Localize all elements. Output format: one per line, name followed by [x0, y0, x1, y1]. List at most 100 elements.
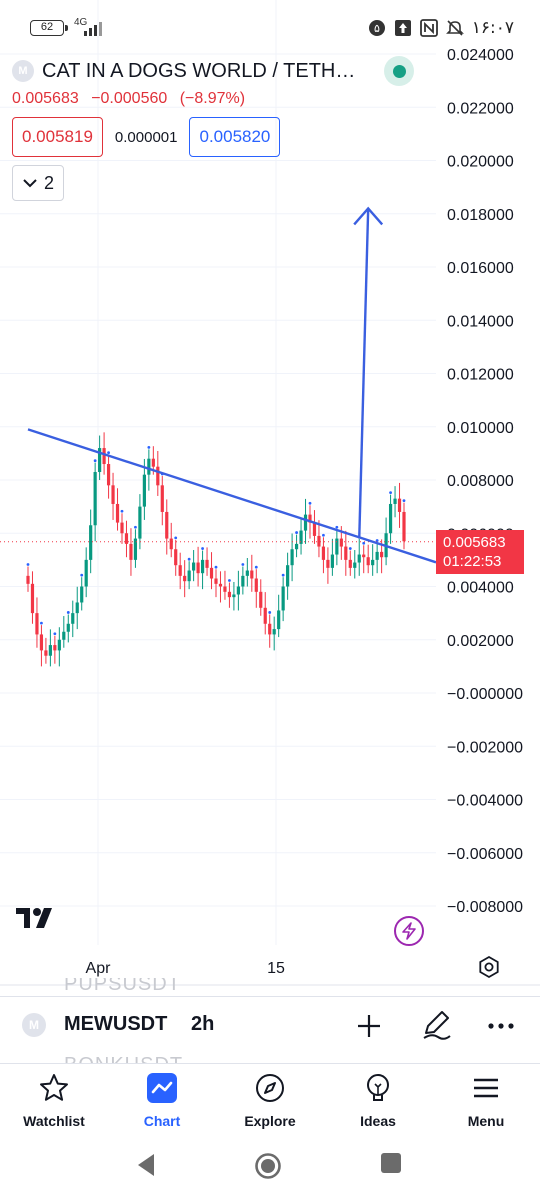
candle-body: [93, 472, 97, 526]
candle-body: [294, 543, 299, 550]
candle-marker: [53, 632, 57, 636]
candle-marker: [254, 565, 258, 569]
last-price: 0.005683: [12, 90, 79, 107]
candle-body: [156, 466, 160, 486]
candle-body: [151, 458, 155, 467]
time-axis-label: 15: [267, 960, 285, 977]
clock: ۱۶:۰۷: [471, 18, 514, 38]
price-axis-label: 0.020000: [447, 154, 514, 171]
candle-body: [66, 623, 70, 632]
back-icon[interactable]: [134, 1152, 158, 1178]
candle-body: [388, 503, 393, 534]
candle-body: [362, 554, 366, 558]
price-axis: 0.024000 0.022000 0.020000 0.018000 0.016000…: [447, 47, 523, 916]
candle-marker: [268, 611, 272, 614]
candle-body: [57, 639, 61, 651]
nav-watchlist[interactable]: Watchlist: [0, 1064, 108, 1139]
candle-body: [357, 554, 361, 563]
candle-body: [250, 570, 254, 579]
plus-icon[interactable]: [354, 1011, 384, 1041]
candles: [26, 432, 406, 667]
candle-marker: [66, 611, 70, 614]
price-axis-label: 0.002000: [447, 633, 514, 650]
network-type: 4G: [74, 17, 88, 28]
candle-marker: [308, 501, 312, 505]
candle-body: [165, 511, 169, 539]
candle-body: [111, 485, 115, 504]
candle-marker: [107, 451, 110, 455]
star-icon: [40, 1074, 68, 1101]
symbol-title[interactable]: CAT IN A DOGS WORLD / TETH…: [42, 59, 356, 82]
candle-body: [348, 559, 352, 568]
nav-explore[interactable]: Explore: [216, 1064, 324, 1139]
more-icon[interactable]: [486, 1011, 516, 1041]
candle-body: [142, 474, 146, 507]
candle-body: [281, 586, 285, 611]
symbol-header[interactable]: M CAT IN A DOGS WORLD / TETH…: [12, 56, 432, 86]
bar-countdown: 01:22:53: [443, 553, 502, 570]
candle-body: [299, 530, 303, 544]
lightning-icon[interactable]: [394, 916, 424, 946]
candle-body: [366, 557, 370, 566]
candle-body: [169, 538, 173, 550]
system-nav-bar: [0, 1138, 540, 1200]
candle-body: [223, 586, 227, 592]
price-axis-label: 0.004000: [447, 580, 514, 597]
home-icon[interactable]: [254, 1152, 282, 1180]
notification-badge-icon: ۵: [368, 19, 386, 37]
candle-body: [397, 498, 402, 512]
nav-menu[interactable]: Menu: [432, 1064, 540, 1139]
candle-body: [178, 565, 182, 576]
symbol-toolbar: M MEWUSDT 2h: [0, 996, 540, 1052]
buy-button[interactable]: 0.005820: [189, 117, 281, 157]
candle-body: [218, 583, 223, 587]
previous-symbol[interactable]: PUPSUSDT: [64, 978, 181, 992]
candle-body: [330, 554, 334, 568]
candle-marker: [93, 459, 97, 463]
chart-drawings: [0, 206, 437, 564]
candle-body: [214, 578, 218, 584]
candle-marker: [281, 573, 285, 577]
candle-marker: [201, 547, 204, 550]
candle-body: [115, 503, 120, 523]
candle-body: [303, 514, 308, 531]
candle-body: [35, 613, 39, 635]
price-axis-label: 0.022000: [447, 100, 514, 117]
trendline[interactable]: [27, 428, 437, 564]
next-symbol[interactable]: BONKUSDT: [64, 1052, 183, 1064]
candle-marker: [228, 579, 231, 582]
candle-body: [236, 586, 240, 595]
candle-body: [272, 629, 276, 635]
candle-body: [120, 522, 124, 534]
gear-icon[interactable]: [476, 954, 502, 980]
arrow-head[interactable]: [353, 206, 384, 226]
candle-marker: [322, 533, 325, 537]
candle-body: [160, 485, 164, 512]
arrow-line[interactable]: [358, 208, 370, 539]
candle-marker: [241, 563, 245, 566]
symbol-search-button[interactable]: MEWUSDT: [64, 1013, 168, 1035]
price-summary: 0.005683 −0.000560 (−8.97%): [12, 90, 245, 108]
candle-body: [80, 586, 84, 603]
recents-icon[interactable]: [380, 1152, 402, 1174]
nav-ideas[interactable]: Ideas: [324, 1064, 432, 1139]
sell-button[interactable]: 0.005819: [12, 117, 103, 157]
current-price-label: 0.005683: [443, 534, 506, 551]
candle-body: [339, 538, 343, 547]
market-status-icon[interactable]: [384, 56, 414, 86]
interval-button[interactable]: 2h: [191, 1013, 215, 1035]
candle-body: [241, 575, 245, 587]
candle-marker: [214, 565, 218, 569]
candle-body: [84, 559, 88, 587]
candle-body: [308, 514, 312, 523]
candle-body: [53, 645, 57, 651]
time-axis: Apr 15: [86, 960, 285, 977]
candle-body: [254, 578, 258, 592]
symbol-badge: M: [22, 1013, 46, 1037]
collapse-indicators-button[interactable]: 2: [12, 165, 64, 201]
candle-body: [174, 549, 178, 566]
price-axis-label: −0.006000: [447, 846, 523, 863]
candle-marker: [389, 491, 392, 495]
nav-chart[interactable]: Chart: [108, 1064, 216, 1139]
drawing-tools-icon[interactable]: [420, 1009, 452, 1041]
